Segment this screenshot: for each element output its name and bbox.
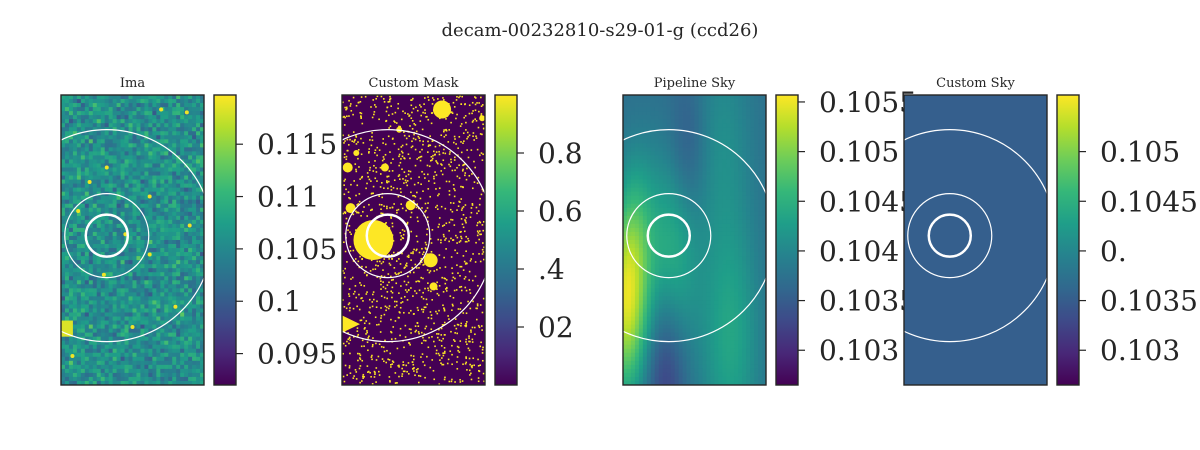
colorbar-tick-label: 0.104 [819, 235, 899, 268]
aperture-circle [365, 213, 411, 258]
heatmap-image [61, 95, 204, 385]
colorbar-tick-label: .4 [538, 253, 565, 286]
colorbar-tick-label: 02 [538, 311, 574, 344]
colorbar-tick-label: 0.1 [257, 285, 302, 318]
colorbar-tick-label: 0.105 [257, 233, 337, 266]
colorbar-tick-label: 0.11 [257, 181, 319, 214]
colorbar-tick-label: 0.105 [819, 136, 899, 169]
panel-frame [60, 94, 205, 386]
panel-frame [622, 94, 767, 386]
colorbar-tick-label: 0.1035 [819, 285, 917, 318]
aperture-circle [84, 213, 130, 258]
colorbar-gradient [495, 95, 517, 385]
heatmap-image [342, 95, 485, 385]
colorbar-tick-label: 0.095 [257, 338, 337, 371]
colorbar-tick-label: 0.103 [1100, 334, 1180, 367]
panel-title: Pipeline Sky [654, 76, 736, 91]
panel-frame [341, 94, 486, 386]
colorbar-tick-label: 0.115 [257, 128, 337, 161]
colorbar-frame [775, 94, 799, 386]
colorbar-tick-label: 0.1045 [1100, 185, 1198, 218]
inner-ring [345, 193, 431, 279]
colorbar-tick-label: 0.6 [538, 195, 583, 228]
colorbar-gradient [214, 95, 236, 385]
colorbar-gradient [1057, 95, 1079, 385]
colorbar-gradient [776, 95, 798, 385]
heatmap-image [623, 95, 766, 385]
colorbar: 0.105 0.1045 0. 0.1035 0.103 [1056, 94, 1198, 386]
heatmap-image [904, 95, 1047, 385]
outer-ring [342, 129, 485, 343]
colorbar-tick-label: 0.1055 [819, 86, 917, 119]
colorbar-tick-label: 0.8 [538, 137, 583, 170]
heatmap-panel-3: Pipeline Sky 0.1055 0.105 0.1045 0.104 0.1035… [622, 76, 917, 386]
colorbar-tick-label: 0.1045 [819, 185, 917, 218]
heatmap-panel-1: Ima 0.115 0.11 0.105 0.1 0.095 [60, 76, 337, 386]
colorbar-tick-label: 0. [1100, 235, 1127, 268]
panel-frame [903, 94, 1048, 386]
inner-ring [626, 193, 712, 279]
heatmap-panel-4: Custom Sky 0.105 0.1045 0. 0.1035 0.103 [903, 76, 1198, 386]
inner-ring [64, 193, 150, 279]
outer-ring [904, 129, 1047, 343]
aperture-circle [927, 213, 973, 258]
panel-title: Custom Sky [936, 76, 1015, 91]
colorbar-frame [1056, 94, 1080, 386]
colorbar-tick-label: 0.1035 [1100, 285, 1198, 318]
aperture-circle [646, 213, 692, 258]
colorbar-frame [494, 94, 518, 386]
colorbar-tick-label: 0.105 [1100, 136, 1180, 169]
colorbar-frame [213, 94, 237, 386]
heatmap-panel-2: Custom Mask 0.8 0.6 .4 02 [341, 76, 583, 386]
outer-ring [623, 129, 766, 343]
panel-title: Custom Mask [368, 76, 458, 91]
panel-title: Ima [120, 76, 145, 91]
colorbar-tick-label: 0.103 [819, 334, 899, 367]
inner-ring [907, 193, 993, 279]
colorbar: 0.115 0.11 0.105 0.1 0.095 [213, 94, 337, 386]
outer-ring [61, 129, 204, 343]
colorbar: 0.8 0.6 .4 02 [494, 94, 583, 386]
colorbar: 0.1055 0.105 0.1045 0.104 0.1035 0.103 [775, 86, 917, 386]
figure-title: decam-00232810-s29-01-g (ccd26) [441, 20, 759, 41]
